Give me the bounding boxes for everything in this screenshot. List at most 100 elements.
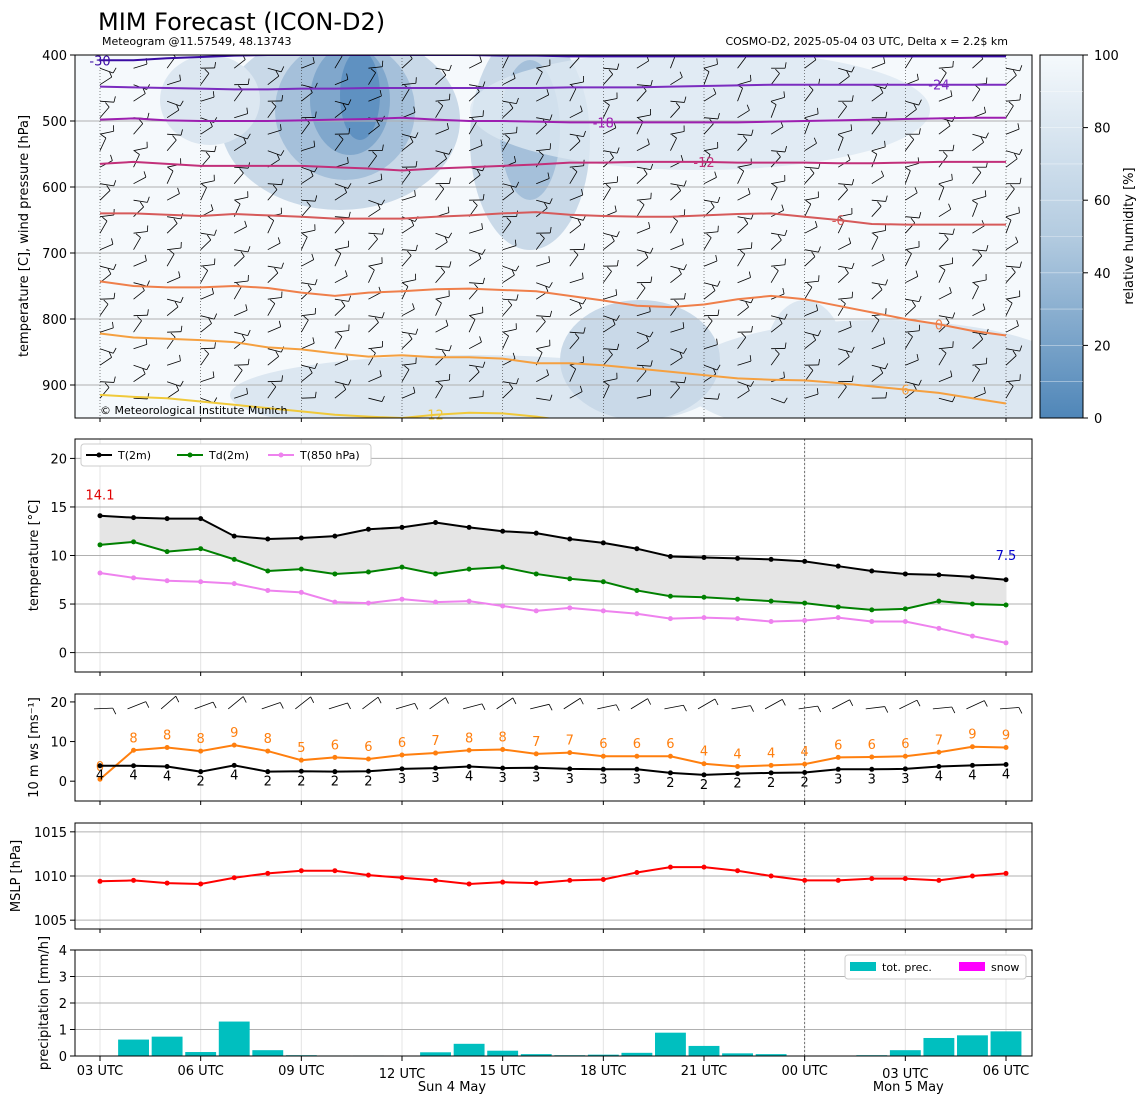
x-tick-label: 12 UTC	[379, 1067, 425, 1082]
wind-barb	[737, 140, 748, 151]
wind-barb	[938, 292, 952, 300]
wind-barb-flag	[877, 201, 882, 207]
wind-barb	[334, 336, 343, 349]
wind-barb-flag	[1019, 148, 1023, 155]
wind-value-label: 5	[297, 741, 305, 756]
wind-barb	[502, 381, 517, 385]
wind-barb-flag	[975, 85, 981, 90]
wind-barb-flag	[952, 396, 956, 402]
wind-barb-flag	[948, 203, 952, 210]
wind-barb-flag	[717, 309, 720, 316]
x-day-label: Sun 4 May	[418, 1080, 486, 1095]
surface-wind-barb	[731, 705, 751, 710]
wind-barb-flag	[541, 316, 546, 322]
wind-barb-flag	[616, 343, 620, 350]
wind-barb-flag	[545, 285, 549, 292]
wind-barb-flag	[146, 364, 151, 370]
wind-barb-flag	[608, 69, 614, 75]
surface-wind-barb-flag	[951, 706, 956, 714]
wind-barb-flag	[616, 231, 620, 237]
wind-barb	[334, 305, 346, 316]
wind-barb	[703, 320, 713, 333]
wind-barb	[468, 61, 482, 69]
surface-wind-barb-flag	[615, 704, 620, 711]
series-point-T(2m)	[231, 533, 237, 539]
wind-barb-flag	[683, 348, 687, 354]
wind-barb	[972, 363, 987, 366]
wind-barb	[233, 370, 243, 382]
wind-barb	[972, 58, 984, 69]
wind-barb-flag	[512, 352, 516, 359]
wind-barb-flag	[942, 151, 948, 157]
wind-barb-flag	[650, 276, 653, 283]
wind-barb	[368, 72, 376, 85]
wind-barb	[468, 145, 483, 152]
isotherm-label: -6	[832, 214, 845, 229]
wind-barb	[233, 339, 246, 350]
wind-barb	[502, 265, 516, 272]
wind-barb	[233, 286, 242, 300]
surface-wind-barb-flag	[512, 697, 517, 705]
wind-barb-flag	[379, 90, 382, 97]
wind-barb	[904, 56, 914, 69]
wind-barb-flag	[578, 302, 582, 309]
wind-speed-y-tick-label: 10	[50, 736, 67, 751]
wind-barb	[837, 75, 850, 86]
wind-value-label: 8	[163, 729, 171, 744]
wind-barb	[267, 220, 275, 234]
wind-barb	[938, 263, 953, 267]
wind-barb	[1005, 188, 1015, 201]
wind-barb-flag	[178, 271, 181, 278]
wind-barb-flag	[1010, 184, 1015, 190]
x-day-label: Mon 5 May	[873, 1080, 944, 1095]
wind-barb-flag	[280, 66, 285, 72]
wind-point-mean	[768, 770, 774, 776]
wind-barb-flag	[713, 88, 717, 94]
wind-barb	[435, 385, 443, 399]
wind-barb-flag	[381, 312, 385, 319]
wind-barb-flag	[179, 74, 181, 81]
wind-barb	[670, 244, 684, 251]
wind-barb	[133, 147, 148, 152]
wind-barb-flag	[952, 144, 955, 151]
wind-series-gust	[99, 744, 1007, 780]
wind-barb	[636, 60, 649, 69]
wind-barb	[234, 280, 249, 284]
wind-barb-flag	[244, 220, 247, 227]
wind-barb	[334, 108, 347, 119]
wind-barb-flag	[314, 391, 317, 398]
wind-barb-flag	[446, 123, 449, 130]
wind-barb	[133, 290, 145, 300]
isotherm-label: -12	[693, 156, 714, 171]
wind-barb	[603, 378, 618, 383]
wind-barb-flag	[180, 129, 183, 136]
wind-barb-flag	[274, 267, 279, 274]
wind-barb-flag	[348, 127, 351, 135]
series-point-Td(2m)	[231, 556, 237, 562]
wind-barb	[972, 308, 986, 317]
wind-barb	[368, 66, 383, 69]
wind-barb-flag	[812, 334, 817, 341]
surface-wind-barb	[127, 701, 146, 710]
wind-barb	[334, 253, 342, 267]
wind-barb	[536, 178, 550, 185]
series-point-T(2m)	[131, 515, 137, 521]
wind-barb	[636, 90, 647, 102]
wind-barb	[603, 181, 618, 185]
wind-value-label: 2	[364, 774, 372, 789]
wind-barb	[670, 327, 684, 333]
wind-barb	[301, 372, 313, 383]
surface-wind-barb-flag	[817, 705, 822, 713]
wind-barb	[200, 150, 215, 153]
wind-barb	[133, 260, 147, 267]
wind-barb	[468, 249, 483, 255]
series-point-Td(2m)	[466, 566, 472, 572]
wind-barb	[938, 125, 951, 135]
series-point-T(2m)	[567, 536, 573, 542]
wind-barb-flag	[717, 196, 721, 203]
wind-barb-flag	[241, 334, 246, 341]
wind-barb-flag	[977, 250, 983, 257]
wind-barb	[905, 162, 919, 168]
series-point-Td(2m)	[298, 566, 304, 572]
wind-barb-flag	[773, 266, 779, 272]
